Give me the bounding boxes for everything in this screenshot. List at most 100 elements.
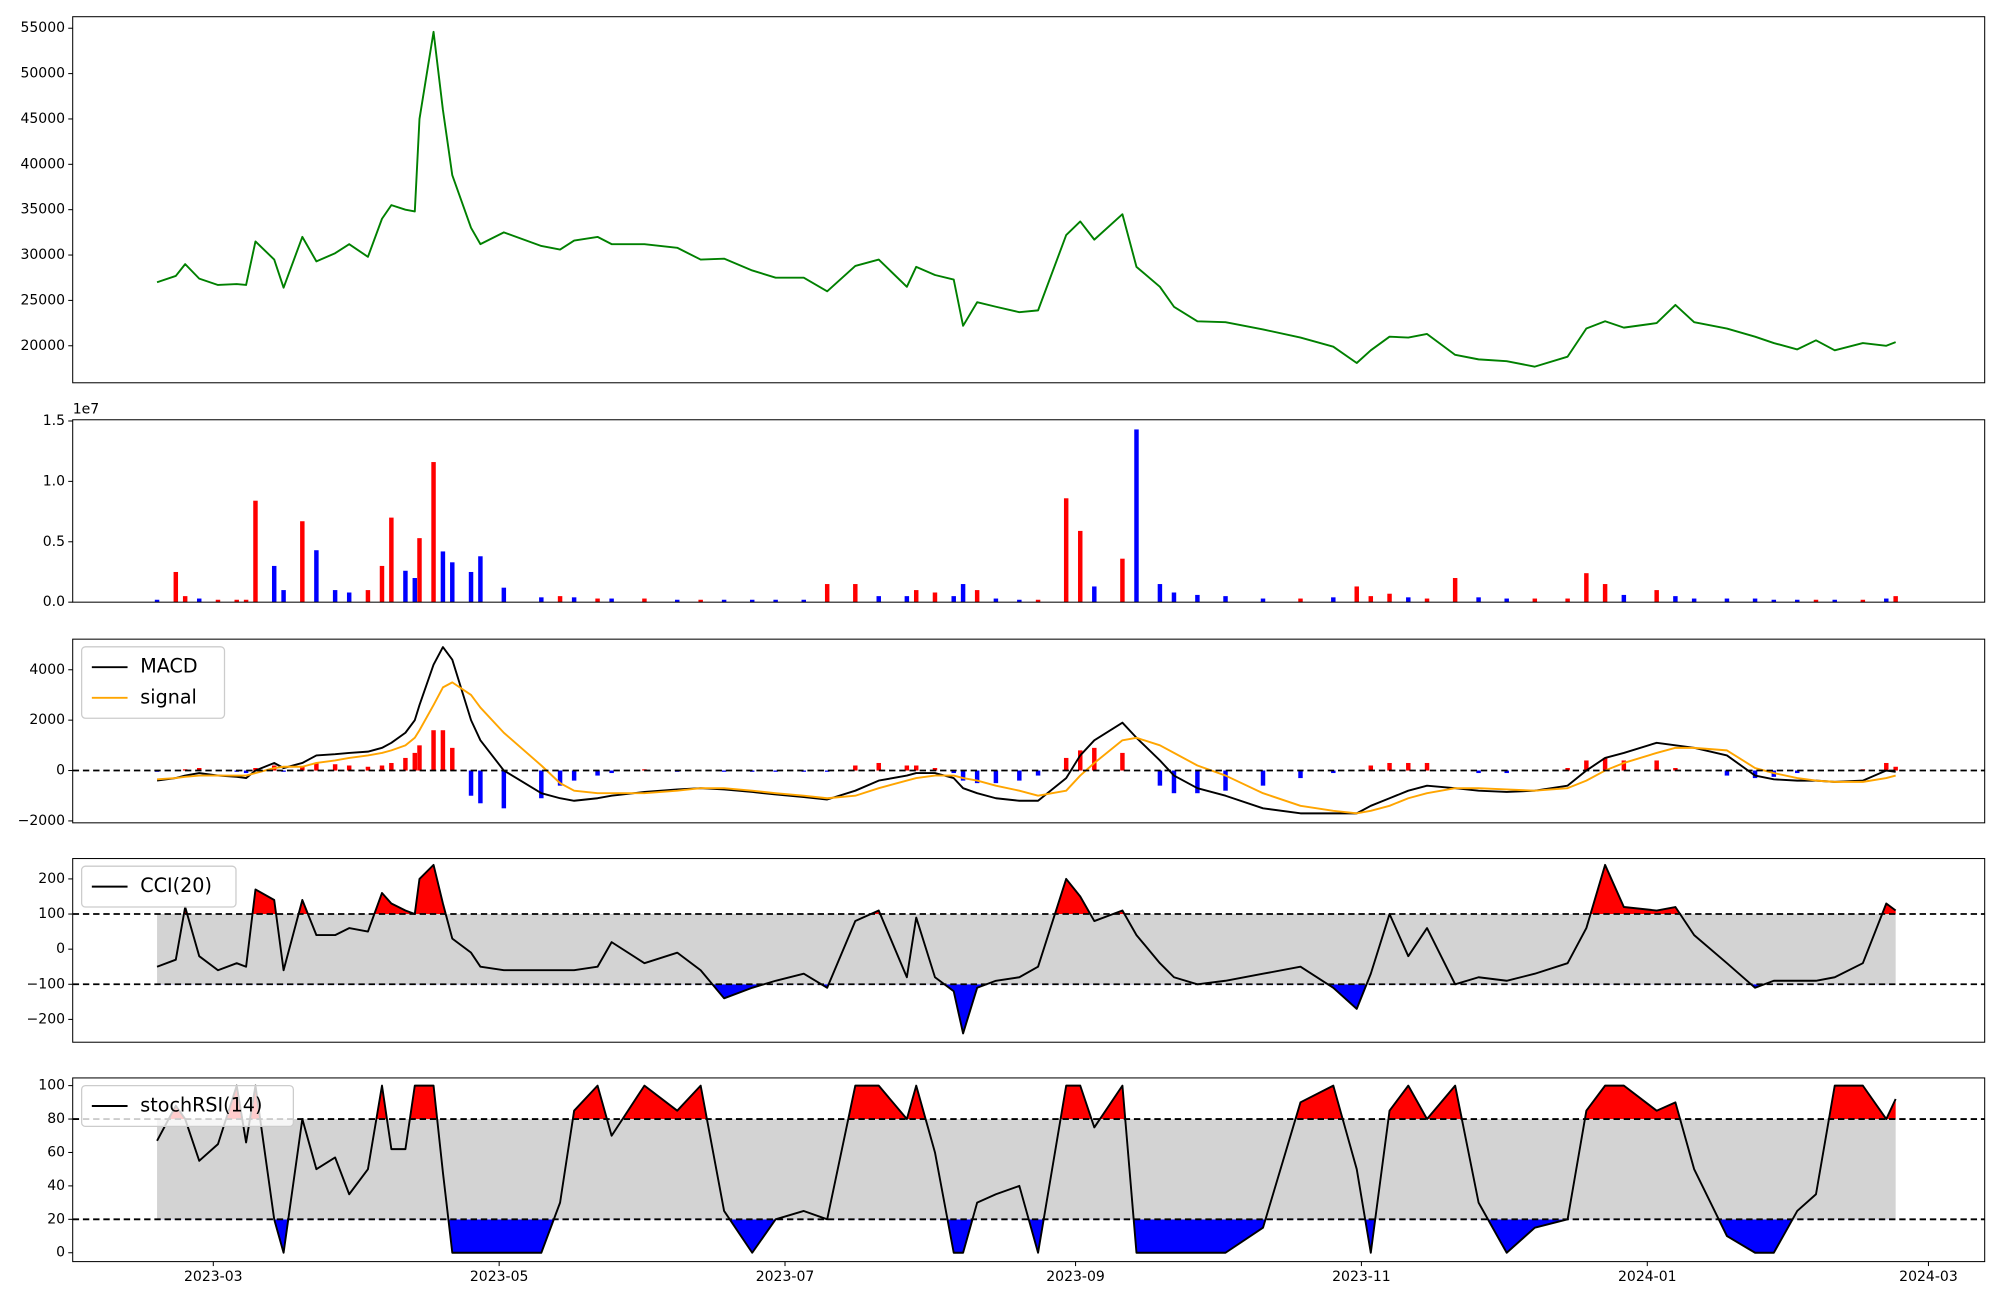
y-tick-label: 0: [56, 763, 65, 779]
bar: [281, 770, 286, 772]
bar: [412, 752, 418, 771]
legend-label: signal: [140, 685, 197, 708]
bar: [1298, 598, 1303, 603]
y-tick-label: 0.0: [43, 594, 65, 610]
y-tick-label: 4000: [29, 662, 65, 678]
bar: [478, 556, 483, 603]
y-tick-label: 60: [47, 1144, 65, 1160]
bar: [450, 562, 455, 603]
bar: [571, 770, 577, 781]
y-tick-label: −2000: [18, 813, 65, 829]
bar: [993, 770, 999, 784]
bar: [417, 538, 422, 603]
bar: [468, 770, 474, 796]
bar: [1476, 597, 1481, 603]
bar: [674, 599, 680, 603]
y-tick-label: 25000: [20, 292, 65, 308]
overbought-fill: [157, 1085, 1896, 1120]
bar: [1171, 592, 1177, 603]
legend-box: [80, 865, 237, 908]
bar: [876, 762, 881, 771]
bar: [1602, 584, 1608, 603]
bar: [1884, 762, 1889, 771]
bar: [913, 590, 919, 603]
bar: [595, 770, 600, 776]
bar: [281, 590, 286, 603]
bar: [379, 765, 385, 771]
bar: [1195, 770, 1200, 794]
bar: [1424, 598, 1430, 603]
y-tick-label: 100: [38, 1078, 65, 1094]
bar: [346, 765, 352, 771]
bar: [1893, 766, 1898, 771]
bar: [403, 570, 408, 603]
bar: [403, 757, 408, 771]
bar: [332, 764, 338, 771]
y-tick-label: 2000: [29, 712, 65, 728]
bar: [951, 596, 956, 603]
y-tick-label: 30000: [20, 247, 65, 263]
bar: [1654, 590, 1659, 603]
x-tick-label: 2023-09: [1046, 1269, 1105, 1285]
bar: [1035, 599, 1041, 603]
bar: [951, 770, 956, 774]
bar: [1832, 599, 1837, 603]
bar: [1354, 586, 1359, 603]
bar: [1406, 762, 1411, 771]
bar: [253, 768, 258, 771]
bar: [1424, 762, 1430, 771]
bar: [1673, 768, 1678, 771]
bar: [1406, 597, 1411, 603]
bar: [1063, 757, 1069, 771]
bar: [300, 521, 305, 603]
bar: [1035, 770, 1041, 776]
bar: [1724, 598, 1730, 603]
panel: [72, 863, 1985, 1035]
bar: [1298, 770, 1303, 779]
x-tick-label: 2023-07: [756, 1269, 815, 1285]
y-tick-label: −100: [27, 976, 66, 992]
bar: [1331, 597, 1336, 603]
bar: [876, 596, 881, 603]
bar: [1654, 760, 1659, 771]
line: [156, 863, 1897, 1035]
bar: [1724, 770, 1730, 776]
neutral-band: [157, 1119, 1896, 1220]
bar: [1120, 558, 1125, 603]
x-tick-label: 2023-11: [1332, 1269, 1391, 1285]
bar: [450, 747, 455, 771]
bar: [501, 770, 507, 809]
bar: [1223, 770, 1228, 791]
bar: [1691, 598, 1697, 603]
bar: [1673, 596, 1678, 603]
line: [156, 681, 1896, 815]
y-tick-label: 55000: [20, 20, 65, 36]
bar: [1387, 762, 1392, 771]
bar: [1752, 598, 1758, 603]
bar: [993, 598, 999, 603]
y-tick-label: 40000: [20, 156, 65, 172]
bar: [609, 598, 614, 603]
panel: [156, 30, 1897, 368]
x-tick-label: 2023-03: [184, 1269, 243, 1285]
bar: [595, 598, 600, 603]
legend-label: MACD: [140, 655, 197, 678]
bar: [197, 598, 202, 603]
bar: [1092, 747, 1097, 771]
bar: [1092, 586, 1097, 603]
bar: [1078, 530, 1083, 603]
bar: [389, 762, 394, 771]
bar: [431, 730, 436, 771]
y-tick-label: 40: [47, 1178, 65, 1194]
bar: [974, 590, 980, 603]
y-tick-label: 0: [56, 941, 65, 957]
bar: [1771, 599, 1777, 603]
bar: [234, 599, 239, 603]
axes-frame: [72, 858, 1986, 1043]
x-tick-label: 2024-01: [1618, 1269, 1677, 1285]
bar: [904, 596, 910, 603]
bar: [379, 565, 385, 603]
bar: [1063, 498, 1069, 603]
bar: [773, 770, 778, 772]
bar: [853, 584, 858, 603]
